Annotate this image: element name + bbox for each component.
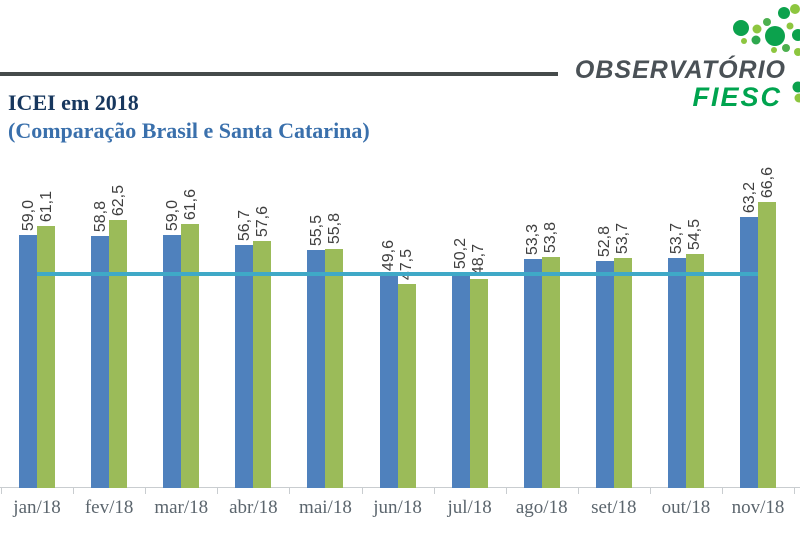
- bar-value-label: 63,2: [740, 181, 758, 213]
- axis-tick: [145, 488, 147, 494]
- bar-value-label: 47,5: [398, 249, 416, 281]
- bar-santa-catarina: [469, 279, 488, 488]
- x-axis-label: jul/18: [447, 497, 492, 518]
- reference-line: [37, 271, 759, 276]
- x-axis-label: jan/18: [13, 497, 61, 518]
- axis-tick: [649, 488, 651, 494]
- axis-tick: [217, 488, 219, 494]
- bar-value-label: 56,7: [235, 209, 253, 241]
- chart-title: ICEI em 2018: [8, 90, 139, 115]
- x-axis-label: mai/18: [299, 497, 352, 518]
- bar-value-label: 61,1: [37, 190, 55, 222]
- x-axis-label: ago/18: [515, 497, 568, 518]
- bar-value-label: 57,6: [253, 205, 271, 237]
- axis-tick: [794, 488, 796, 494]
- x-axis-label: mar/18: [154, 497, 209, 518]
- bar-value-label: 55,5: [307, 214, 325, 246]
- bar-brasil: [235, 244, 254, 488]
- x-axis-label: jun/18: [373, 497, 422, 518]
- bar-santa-catarina: [541, 257, 560, 488]
- x-axis-label: fev/18: [84, 497, 134, 518]
- fiesc-green-dots-icon: [733, 4, 800, 103]
- bar-value-label: 61,6: [181, 188, 199, 220]
- bar-santa-catarina: [397, 284, 416, 488]
- axis-tick: [73, 488, 75, 494]
- header-divider-line: [0, 72, 558, 76]
- bar-brasil: [19, 234, 38, 488]
- bar-santa-catarina: [685, 254, 704, 488]
- chart-subtitle: (Comparação Brasil e Santa Catarina): [8, 118, 370, 143]
- bar-value-label: 55,8: [325, 213, 343, 245]
- bar-santa-catarina: [181, 223, 200, 488]
- bar-value-label: 66,6: [758, 167, 776, 199]
- bar-value-label: 50,2: [452, 237, 470, 269]
- bar-value-label: 53,3: [524, 224, 542, 256]
- fiesc-brand-text: FIESC: [692, 82, 782, 112]
- bar-value-label: 59,0: [163, 199, 181, 231]
- bar-value-label: 53,8: [542, 222, 560, 254]
- x-axis-label: set/18: [591, 497, 637, 518]
- bar-brasil: [667, 257, 686, 488]
- axis-tick: [1, 488, 2, 494]
- axis-tick: [289, 488, 291, 494]
- bar-santa-catarina: [758, 202, 777, 488]
- bar-value-label: 62,5: [109, 184, 127, 216]
- axis-tick: [361, 488, 363, 494]
- axis-tick: [433, 488, 435, 494]
- bar-brasil: [307, 249, 326, 488]
- bar-santa-catarina: [325, 248, 344, 488]
- axis-tick: [577, 488, 579, 494]
- bar-santa-catarina: [109, 219, 128, 488]
- axis-tick: [505, 488, 507, 494]
- x-axis-label: nov/18: [731, 497, 785, 518]
- observatorio-wordmark: OBSERVATÓRIO: [574, 56, 786, 84]
- x-axis-label: out/18: [661, 497, 711, 518]
- bar-value-label: 53,7: [614, 222, 632, 254]
- bar-value-label: 53,7: [668, 222, 686, 254]
- bar-value-label: 48,7: [470, 243, 488, 276]
- bar-value-label: 52,8: [596, 226, 614, 258]
- bar-value-label: 54,5: [686, 219, 704, 251]
- bar-brasil: [379, 275, 398, 488]
- bar-value-label: 49,6: [380, 240, 398, 272]
- bar-value-label: 58,8: [91, 200, 109, 232]
- bar-brasil: [595, 261, 614, 488]
- axis-tick: [722, 488, 723, 494]
- bar-santa-catarina: [613, 257, 632, 488]
- bar-santa-catarina: [37, 225, 56, 488]
- bar-brasil: [91, 235, 110, 488]
- bar-santa-catarina: [253, 240, 272, 488]
- bar-brasil: [740, 216, 759, 488]
- x-axis-label: abr/18: [229, 497, 278, 518]
- bar-brasil: [523, 259, 542, 488]
- bar-brasil: [451, 272, 470, 488]
- bar-brasil: [163, 234, 182, 488]
- bar-value-label: 59,0: [19, 199, 37, 231]
